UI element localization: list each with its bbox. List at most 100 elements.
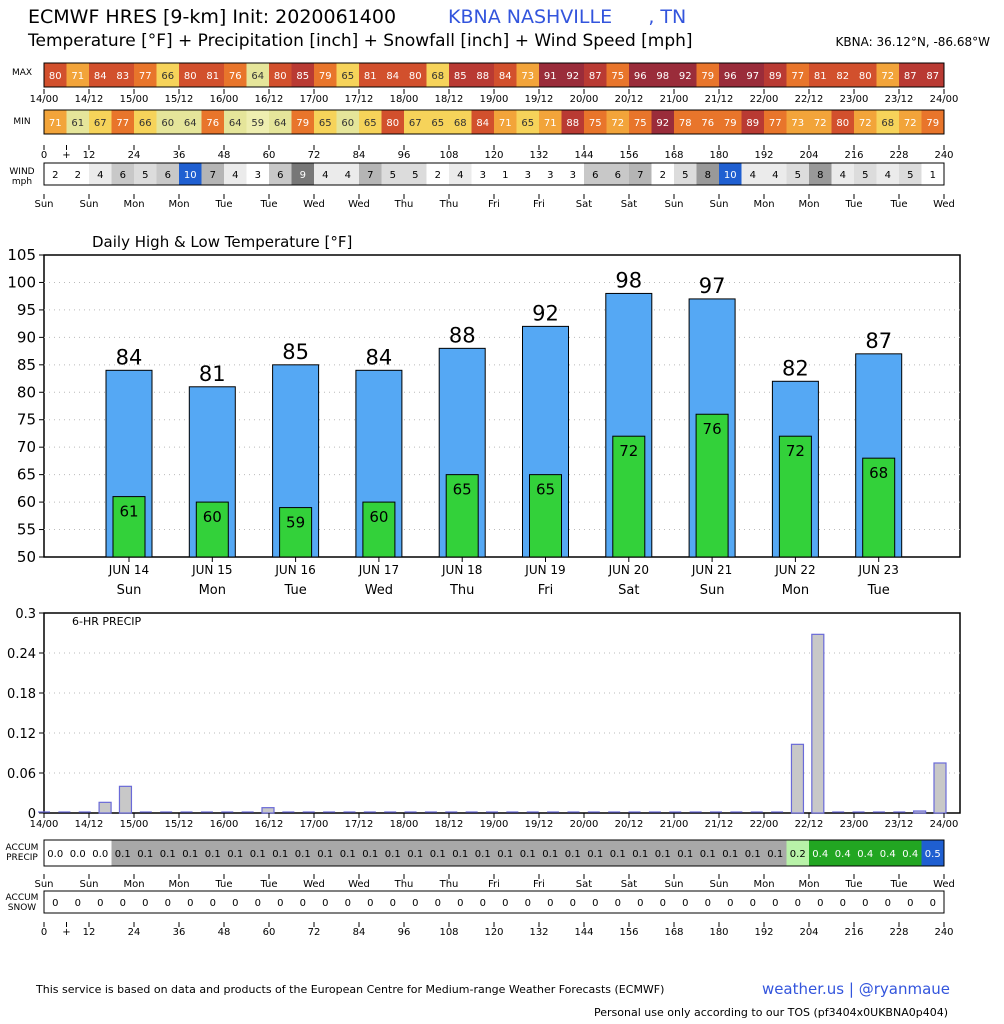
- wind-speed-cell: [381, 163, 404, 185]
- accum-precip-value: 0.1: [407, 849, 423, 860]
- precip-bar: [913, 810, 927, 814]
- min-temp-value: 66: [139, 118, 152, 129]
- accum-precip-cell: [381, 840, 404, 866]
- high-temp-label: 98: [615, 268, 642, 292]
- wind-speed-value: 4: [772, 170, 778, 181]
- accum-snow-value: 0: [682, 898, 688, 909]
- min-temp-cell: [764, 110, 787, 134]
- min-temp-value: 89: [746, 118, 759, 129]
- accum-precip-value: 0.1: [767, 849, 783, 860]
- accum-snow-value: 0: [435, 898, 441, 909]
- temp-x-weekday-label: Mon: [782, 583, 809, 598]
- wind-speed-cell: [584, 163, 607, 185]
- hour-tick-label: 48: [218, 927, 231, 938]
- accum-snow-value: 0: [570, 898, 576, 909]
- max-temp-value: 97: [746, 71, 759, 82]
- max-temp-value: 80: [859, 71, 872, 82]
- accum-snow-cell: [336, 891, 359, 913]
- accum-snow-value: 0: [255, 898, 261, 909]
- accum-precip-value: 0.1: [317, 849, 333, 860]
- high-temp-label: 84: [116, 345, 143, 369]
- precip-bar: [811, 633, 825, 814]
- accum-snow-cell: [539, 891, 562, 913]
- accum-precip-cell: [246, 840, 269, 866]
- accum-precip-value: 0.1: [700, 849, 716, 860]
- min-temp-cell: [66, 110, 89, 134]
- wind-speed-value: 4: [232, 170, 238, 181]
- accum-snow-cell: [741, 891, 764, 913]
- date-tick-label: 14/00: [30, 94, 59, 105]
- accum-day-tick-label: Tue: [214, 879, 232, 890]
- temp-x-weekday-label: Thu: [449, 583, 474, 598]
- hour-tick-label: 192: [754, 927, 773, 938]
- max-temp-value: 82: [836, 71, 849, 82]
- low-temp-bar: [445, 474, 479, 558]
- min-temp-cell: [449, 110, 472, 134]
- accum-snow-value: 0: [525, 898, 531, 909]
- day-tick-label: Wed: [348, 199, 370, 210]
- hour-tick-label: 24: [128, 150, 141, 161]
- max-temp-cell: [809, 63, 832, 87]
- wind-speed-cell: [719, 163, 742, 185]
- max-temp-value: 87: [926, 71, 939, 82]
- wind-speed-value: 9: [300, 170, 306, 181]
- accum-precip-cell: [629, 840, 652, 866]
- precip-x-tick-label: 20/00: [570, 819, 599, 830]
- accum-precip-value: 0.1: [137, 849, 153, 860]
- min-temp-cell: [224, 110, 247, 134]
- hour-tick-label: 216: [844, 927, 863, 938]
- temp-y-tick-label: 70: [17, 438, 36, 456]
- max-temp-cell: [629, 63, 652, 87]
- min-temp-cell: [494, 110, 517, 134]
- accum-precip-value: 0.4: [857, 849, 873, 860]
- low-temp-bar: [529, 474, 562, 558]
- min-temp-value: 79: [926, 118, 939, 129]
- max-temp-cell: [359, 63, 382, 87]
- wind-speed-cell: [674, 163, 697, 185]
- max-temp-value: 66: [161, 71, 174, 82]
- accum-precip-cell: [921, 840, 944, 866]
- wind-speed-border: [43, 162, 945, 186]
- accum-precip-value: 0.1: [677, 849, 693, 860]
- accum-precip-border: [43, 839, 945, 867]
- footer-brand-link[interactable]: weather.us | @ryanmaue: [761, 980, 950, 998]
- day-tick-label: Sun: [34, 199, 53, 210]
- hour-tick-label: 192: [754, 150, 773, 161]
- accum-day-tick-label: Wed: [303, 879, 325, 890]
- accum-precip-value: 0.1: [205, 849, 221, 860]
- date-tick-label: 19/00: [480, 94, 509, 105]
- wind-speed-cell: [449, 163, 472, 185]
- low-temp-bar: [695, 413, 729, 558]
- date-tick-label: 18/00: [390, 94, 419, 105]
- accum-snow-value: 0: [840, 898, 846, 909]
- hour-tick-label: +: [62, 150, 70, 161]
- day-tick-label: Sat: [576, 199, 592, 210]
- low-temp-label: 60: [369, 508, 388, 526]
- low-temp-label: 72: [619, 442, 638, 460]
- date-tick-label: 23/12: [885, 94, 914, 105]
- accum-precip-cell: [606, 840, 629, 866]
- wind-speed-cell: [269, 163, 292, 185]
- wind-strip-label: WIND: [9, 167, 34, 177]
- accum-precip-value: 0.1: [430, 849, 446, 860]
- wind-speed-value: 2: [660, 170, 666, 181]
- chart-title: ECMWF HRES [9-km] Init: 2020061400: [28, 6, 397, 28]
- wind-speed-cell: [179, 163, 202, 185]
- min-temp-cell: [359, 110, 382, 134]
- accum-snow-value: 0: [277, 898, 283, 909]
- wind-speed-value: 5: [795, 170, 801, 181]
- max-temp-cell: [561, 63, 584, 87]
- max-temp-cell: [584, 63, 607, 87]
- accum-day-tick-label: Tue: [889, 879, 907, 890]
- date-tick-label: 23/00: [840, 94, 869, 105]
- wind-speed-value: 10: [724, 170, 737, 181]
- low-temp-bar: [862, 457, 896, 558]
- accum-precip-value: 0.1: [115, 849, 131, 860]
- max-temp-value: 87: [589, 71, 602, 82]
- max-temp-cell: [516, 63, 539, 87]
- max-temp-value: 80: [49, 71, 62, 82]
- accum-snow-value: 0: [637, 898, 643, 909]
- hour-tick-label: 180: [709, 150, 728, 161]
- hour-tick-label: 96: [398, 150, 411, 161]
- wind-speed-value: 6: [277, 170, 283, 181]
